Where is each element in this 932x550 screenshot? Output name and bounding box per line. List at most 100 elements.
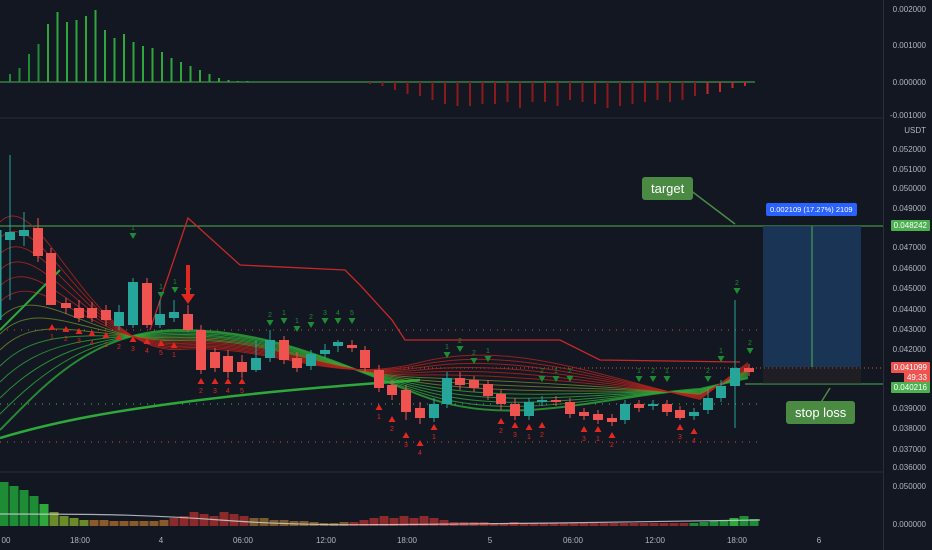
volume-bar (59, 516, 69, 526)
time-tick: 18:00 (396, 536, 418, 545)
volume-bar (39, 504, 49, 526)
candle-body (101, 310, 111, 320)
sell-signal-count: 2 (64, 336, 68, 343)
volume-bar (229, 514, 239, 526)
volume-bar (589, 523, 599, 526)
sell-signal-icon (608, 432, 616, 438)
volume-bar (659, 523, 669, 526)
candle-body (265, 340, 275, 358)
price-tick: 0.044000 (892, 305, 926, 314)
volume-bar (9, 486, 19, 526)
ribbon-line (0, 333, 749, 399)
sell-signal-count: 4 (226, 388, 230, 395)
sell-signal-icon (211, 378, 219, 384)
volume-tick: 0.000000 (892, 520, 926, 529)
volume-bar (749, 519, 759, 526)
buy-signal-count: 4 (336, 310, 340, 317)
sell-signal-count: 2 (540, 432, 544, 439)
sell-signal-icon (197, 378, 205, 384)
volume-bar (159, 520, 169, 526)
candle-body (347, 345, 357, 348)
price-tick: 0.043000 (892, 325, 926, 334)
volume-bar (609, 523, 619, 526)
volume-bar (119, 521, 129, 526)
buy-signal-icon (663, 376, 671, 382)
time-tick: 06:00 (562, 536, 584, 545)
volume-bar (419, 516, 429, 526)
sell-signal-icon (580, 426, 588, 432)
time-tick: 12:00 (644, 536, 666, 545)
candle-body (333, 342, 343, 346)
price-tick: 0.049000 (892, 204, 926, 213)
buy-signal-icon (129, 233, 137, 239)
volume-bar (739, 516, 749, 526)
candle-body (620, 404, 630, 420)
sell-signal-count: 4 (418, 450, 422, 457)
sell-signal-count: 3 (513, 432, 517, 439)
volume-bar (169, 518, 179, 526)
volume-bar (19, 490, 29, 526)
candle-body (703, 398, 713, 410)
volume-bar (729, 518, 739, 526)
volume-bar (709, 521, 719, 526)
buy-signal-count: 1 (637, 368, 641, 375)
target-callout-leader (689, 189, 736, 225)
signal-markers: 1 1 1 2 2 1 1 2 3 4 5 1 2 2 1 2 1 2 1 2 1 2 1 2 2 1 2 3 4 1 2 3 4 5 1 2 3 4 5 1… (48, 225, 754, 457)
buy-signal-icon (334, 318, 342, 324)
candle-body (142, 283, 152, 325)
volume-bar (499, 523, 509, 526)
sell-signal-icon (129, 336, 137, 342)
time-tick: 18:00 (726, 536, 748, 545)
volume-bar (209, 516, 219, 526)
sell-signal-count: 1 (172, 352, 176, 359)
sell-signal-icon (170, 342, 178, 348)
last-price-tag: 0.041099 (890, 362, 930, 373)
buy-signal-icon (746, 348, 754, 354)
volume-bar (359, 520, 369, 526)
volume-bar (579, 523, 589, 526)
sell-signal-icon (511, 422, 519, 428)
buy-signal-icon (456, 346, 464, 352)
price-tick: 0.038000 (892, 424, 926, 433)
candle-body (455, 378, 465, 385)
volume-bar (699, 522, 709, 526)
osc-tick: 0.002000 (892, 5, 926, 14)
ribbon-line (0, 328, 749, 431)
buy-signal-count: 2 (458, 338, 462, 345)
sell-signal-icon (238, 378, 246, 384)
candle-body (279, 340, 289, 360)
target-callout[interactable]: target (642, 177, 694, 200)
buy-signal-count: 2 (268, 312, 272, 319)
sell-signal-count: 4 (90, 340, 94, 347)
volume-bar (719, 520, 729, 526)
candle-body (210, 352, 220, 368)
buy-signal-count: 1 (665, 368, 669, 375)
stop-loss-callout[interactable]: stop loss (786, 401, 856, 424)
buy-signal-count: 1 (159, 284, 163, 291)
buy-signal-icon (484, 356, 492, 362)
volume-bar (689, 523, 699, 526)
ribbon-line (0, 335, 749, 395)
sell-signal-count: 2 (390, 426, 394, 433)
candle-body (689, 412, 699, 416)
sell-signal-icon (690, 428, 698, 434)
position-stop-zone[interactable] (763, 367, 861, 384)
price-axis[interactable]: 0.002000 0.001000 0.000000 -0.001000 USD… (883, 0, 932, 550)
time-tick: 18:00 (69, 536, 91, 545)
volume-bar (429, 518, 439, 526)
candle-body (730, 368, 740, 386)
sell-signal-count: 3 (77, 338, 81, 345)
sell-signal-count: 5 (159, 350, 163, 357)
buy-signal-count: 5 (350, 310, 354, 317)
price-tick: 0.052000 (892, 145, 926, 154)
volume-bar (219, 512, 229, 526)
volume-bar (89, 520, 99, 526)
buy-signal-count: 1 (282, 310, 286, 317)
candle-body (374, 370, 384, 388)
candle-body (716, 386, 726, 398)
volume-bar (379, 516, 389, 526)
buy-signal-count: 1 (554, 368, 558, 375)
candlestick-series (0, 155, 754, 428)
osc-tick: -0.001000 (889, 111, 926, 120)
